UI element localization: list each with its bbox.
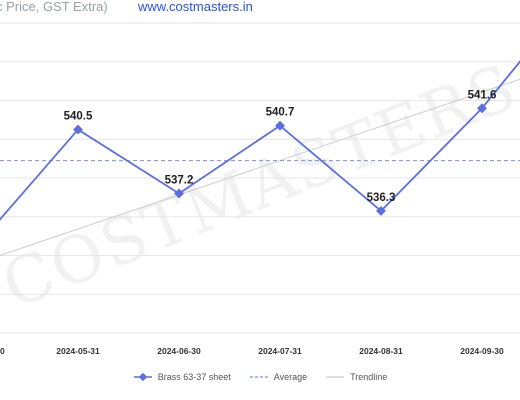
x-tick-label: 2024-05-31: [56, 346, 100, 356]
data-label: 537.2: [165, 175, 194, 187]
chart-subtitle: c Price, GST Extra): [0, 0, 108, 14]
x-tick-label: 2024-06-30: [157, 346, 201, 356]
legend-item-series[interactable]: Brass 63-37 sheet: [133, 372, 231, 382]
legend-trendline-label: Trendline: [350, 372, 388, 382]
x-axis-ticks: 0 2024-05-31 2024-06-30 2024-07-31 2024-08-3…: [0, 346, 504, 356]
x-tick-label: 2024-07-31: [258, 346, 302, 356]
legend-average-label: Average: [273, 372, 308, 382]
x-tick-label: 0: [0, 346, 5, 356]
data-point: [376, 205, 386, 216]
data-point: [73, 124, 83, 135]
data-label: 540.5: [64, 111, 93, 123]
x-tick-label: 2024-08-31: [359, 346, 403, 356]
legend-item-average[interactable]: Average: [249, 372, 307, 382]
legend: Brass 63-37 sheet Average Trendline: [0, 372, 520, 382]
legend-trendline-icon: [326, 376, 345, 378]
x-tick-label: 2024-09-30: [460, 346, 504, 356]
data-label: 536.3: [367, 192, 396, 204]
series-layer: 540.5 537.2 540.7 536.3 541.6: [0, 60, 520, 221]
data-label: 540.7: [266, 107, 295, 119]
legend-series-label: Brass 63-37 sheet: [157, 372, 231, 382]
legend-item-trendline[interactable]: Trendline: [325, 372, 387, 382]
grid-lines: [0, 22, 520, 334]
legend-average-icon: [249, 376, 268, 378]
website-link[interactable]: www.costmasters.in: [138, 0, 253, 14]
legend-series-icon: [133, 372, 152, 382]
series-line: [0, 60, 520, 221]
data-point: [174, 188, 184, 199]
chart-header: c Price, GST Extra) www.costmasters.in: [0, 0, 520, 17]
data-label: 541.6: [468, 89, 497, 101]
